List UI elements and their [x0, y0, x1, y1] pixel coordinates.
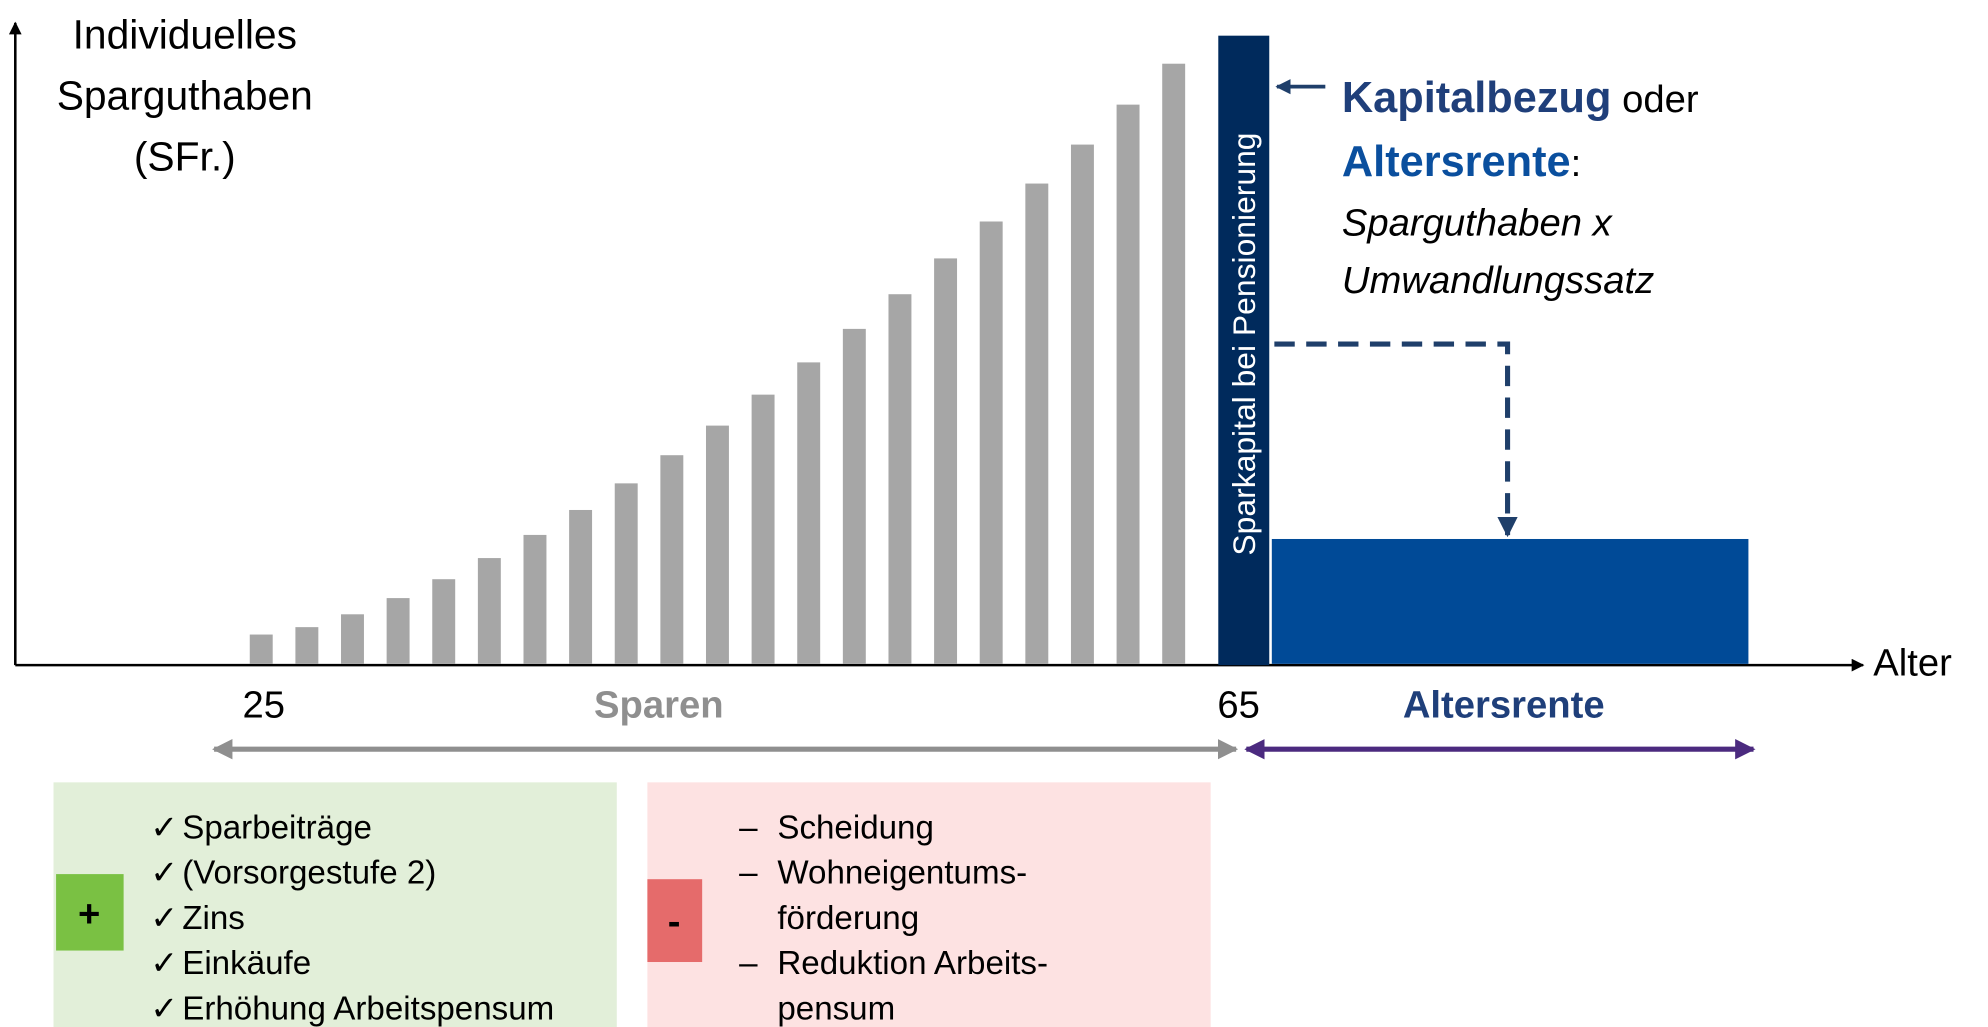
- phase-label: Sparen: [594, 683, 724, 726]
- minus-marker: –: [739, 945, 758, 982]
- savings-bar: [1070, 144, 1094, 664]
- plus-marker: ✓: [150, 990, 178, 1027]
- y-axis-label: Individuelles: [73, 11, 297, 57]
- callout-connector: oder: [1611, 78, 1698, 121]
- savings-bar: [249, 634, 273, 664]
- plus-item: Einkäufe: [182, 945, 311, 982]
- age-label: 25: [243, 683, 286, 726]
- savings-bar: [888, 294, 912, 664]
- savings-bar: [751, 394, 775, 664]
- plus-item: Zins: [182, 900, 245, 937]
- minus-marker: –: [739, 855, 758, 892]
- minus-box: [647, 782, 1211, 1027]
- callout-colon: :: [1571, 142, 1582, 185]
- savings-bar: [1025, 183, 1049, 664]
- phase-label: Altersrente: [1403, 683, 1605, 726]
- pension-bar: [1271, 538, 1749, 664]
- savings-bar: [705, 425, 729, 664]
- savings-bar: [432, 579, 456, 664]
- savings-bar: [934, 258, 958, 664]
- plus-marker: ✓: [150, 900, 178, 937]
- savings-bar: [660, 455, 684, 664]
- plus-badge: [56, 874, 124, 951]
- x-axis-label: Alter: [1873, 641, 1952, 684]
- callout-heading: Altersrente:: [1342, 138, 1581, 186]
- minus-item: Reduktion Arbeits-: [777, 945, 1048, 982]
- savings-bar: [569, 509, 593, 664]
- plus-marker: ✓: [150, 855, 178, 892]
- savings-bars: [249, 63, 1186, 664]
- capital-bar: [1218, 35, 1270, 666]
- plus-marker: ✓: [150, 809, 178, 846]
- savings-bar: [842, 328, 866, 664]
- callout-term: Altersrente: [1342, 138, 1571, 186]
- callout-formula: Sparguthaben x: [1342, 202, 1614, 245]
- plus-symbol: +: [78, 892, 100, 935]
- savings-bar: [1116, 104, 1140, 664]
- plus-box: [53, 782, 617, 1027]
- minus-item: förderung: [777, 900, 919, 937]
- minus-item: Wohneigentums-: [777, 855, 1027, 892]
- savings-bar: [979, 221, 1003, 664]
- savings-bar: [295, 627, 319, 664]
- minus-badge: [647, 879, 703, 963]
- plus-item: Sparbeiträge: [182, 809, 372, 846]
- minus-item: pensum: [777, 990, 895, 1027]
- plus-item: (Vorsorgestufe 2): [182, 855, 436, 892]
- capital-bar-label: Sparkapital bei Pensionierung: [1226, 132, 1262, 555]
- plus-item: Erhöhung Arbeitspensum: [182, 990, 554, 1027]
- minus-marker: –: [739, 809, 758, 846]
- callout-heading: Kapitalbezug oder: [1342, 74, 1699, 122]
- minus-item: Scheidung: [777, 809, 934, 846]
- factor-lists: ✓ Sparbeiträge✓ (Vorsorgestufe 2)✓ Zins✓ Ein…: [150, 809, 1048, 1027]
- savings-bar: [797, 362, 821, 664]
- y-axis-label: (SFr.): [134, 134, 236, 180]
- callout-formula: Umwandlungssatz: [1342, 259, 1654, 302]
- savings-bar: [614, 483, 638, 664]
- savings-bar: [477, 558, 501, 664]
- minus-symbol: -: [668, 900, 681, 943]
- conversion-arrow: [1274, 341, 1518, 538]
- savings-bar: [1162, 63, 1186, 664]
- callout-term: Kapitalbezug: [1342, 74, 1612, 122]
- age-label: 65: [1217, 683, 1260, 726]
- savings-bar: [341, 614, 364, 664]
- plus-marker: ✓: [150, 945, 178, 982]
- savings-bar: [386, 598, 410, 664]
- y-axis-label: Sparguthaben: [57, 73, 313, 119]
- savings-bar: [523, 534, 547, 664]
